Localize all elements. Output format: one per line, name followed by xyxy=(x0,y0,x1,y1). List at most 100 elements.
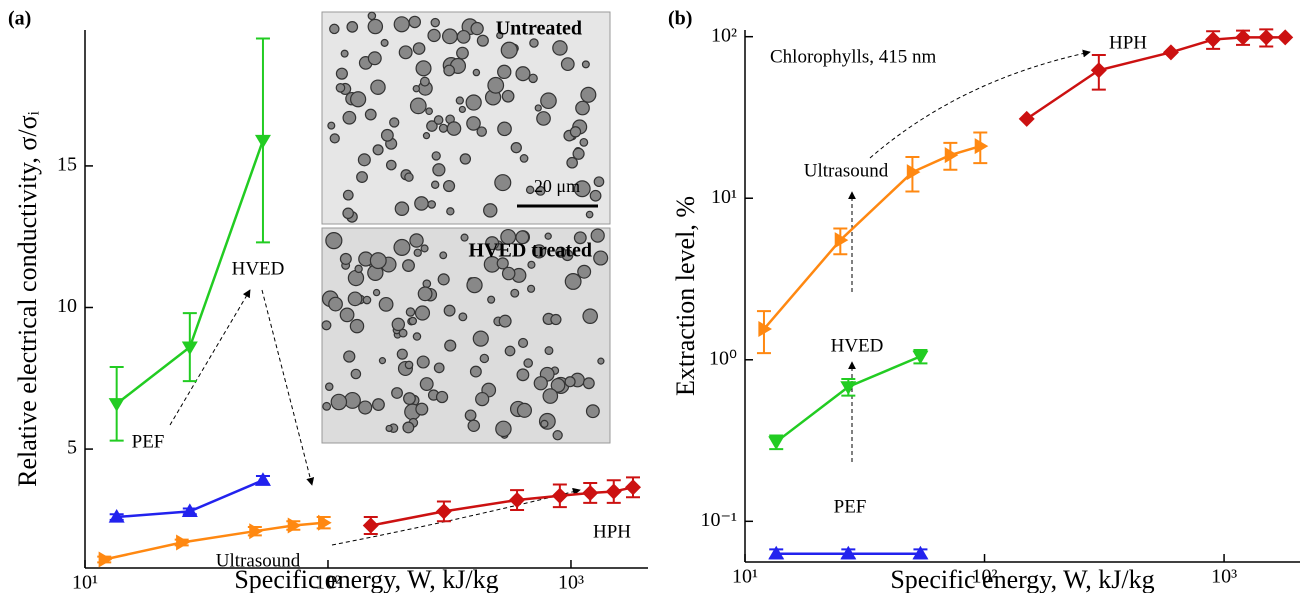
marker xyxy=(436,503,452,519)
series-annotation: PEF xyxy=(834,496,867,517)
cell xyxy=(428,201,435,208)
cell xyxy=(456,97,463,104)
cell xyxy=(576,101,590,115)
cell xyxy=(465,410,476,421)
cell xyxy=(530,39,538,47)
cell xyxy=(439,124,447,132)
cell xyxy=(394,17,409,32)
marker xyxy=(1258,29,1274,45)
cell xyxy=(594,177,603,186)
arrow xyxy=(170,290,250,425)
cell xyxy=(447,208,454,215)
cell xyxy=(551,315,561,325)
cell xyxy=(565,377,575,387)
series-annotation: HPH xyxy=(1109,32,1147,53)
cell xyxy=(426,108,433,115)
cell xyxy=(583,378,594,389)
cell xyxy=(323,402,331,410)
cell xyxy=(373,399,385,411)
cell xyxy=(344,351,355,362)
annotation: Chlorophylls, 415 nm xyxy=(770,46,936,67)
marker xyxy=(975,138,989,154)
cell xyxy=(565,274,581,290)
cell xyxy=(405,173,413,181)
panel-label: (b) xyxy=(668,8,692,30)
y-tick-label: 15 xyxy=(57,154,77,176)
cell xyxy=(528,285,535,292)
cell xyxy=(545,347,553,355)
cell xyxy=(444,181,455,192)
x-tick-label: 10¹ xyxy=(72,572,98,593)
y-tick-label: 5 xyxy=(67,437,77,459)
cell xyxy=(524,359,532,367)
cell xyxy=(386,425,392,431)
y-tick-label: 10⁻¹ xyxy=(700,509,737,531)
cell xyxy=(368,12,375,19)
cell xyxy=(498,122,511,135)
cell xyxy=(447,122,460,135)
marker xyxy=(255,135,271,149)
cell xyxy=(440,252,447,259)
cell xyxy=(350,319,363,332)
marker xyxy=(582,485,598,501)
cell xyxy=(322,321,331,330)
cell xyxy=(406,308,414,316)
cell xyxy=(363,296,370,303)
cell xyxy=(432,152,440,160)
cell xyxy=(326,233,342,249)
cell xyxy=(394,240,410,256)
marker xyxy=(182,342,198,356)
cell xyxy=(411,98,427,114)
cell xyxy=(496,421,511,436)
x-tick-label: 10³ xyxy=(1211,566,1237,588)
cell xyxy=(445,340,456,351)
cell xyxy=(570,127,580,137)
cell xyxy=(473,331,488,346)
marker xyxy=(1235,29,1251,45)
marker xyxy=(768,436,784,450)
cell xyxy=(511,143,521,153)
series-line xyxy=(1027,37,1285,118)
cell xyxy=(488,296,495,303)
cell xyxy=(410,234,423,247)
cell xyxy=(371,80,385,94)
cell xyxy=(326,383,333,390)
cell xyxy=(428,29,440,41)
cell xyxy=(484,204,497,217)
figure: 10¹10²10³51015Specific energy, W, kJ/kgR… xyxy=(0,0,1312,593)
cell xyxy=(415,306,429,320)
marker xyxy=(945,147,959,163)
cell xyxy=(382,129,394,141)
cell xyxy=(581,87,596,102)
cell xyxy=(578,265,591,278)
cell xyxy=(413,86,419,92)
marker xyxy=(1277,29,1293,45)
cell xyxy=(420,77,429,86)
cell xyxy=(594,251,608,265)
cell xyxy=(359,401,372,414)
cell xyxy=(397,349,407,359)
cell xyxy=(395,202,408,215)
arrow xyxy=(262,290,312,485)
cell xyxy=(503,267,515,279)
cell xyxy=(431,19,439,27)
cell xyxy=(387,160,396,169)
cell xyxy=(468,420,479,431)
marker xyxy=(288,518,302,534)
cell xyxy=(370,253,386,269)
series-annotation: HVED xyxy=(831,335,884,356)
cell xyxy=(511,289,519,297)
cell xyxy=(473,69,479,75)
cell xyxy=(405,361,412,368)
cell xyxy=(416,403,428,415)
cell xyxy=(534,377,547,390)
cell xyxy=(444,305,455,316)
cell xyxy=(434,363,444,373)
cell xyxy=(545,233,551,239)
cell xyxy=(537,112,551,126)
cell xyxy=(331,394,346,409)
cell xyxy=(365,109,376,120)
cell xyxy=(379,298,393,312)
cell xyxy=(368,19,382,33)
marker xyxy=(625,479,641,495)
